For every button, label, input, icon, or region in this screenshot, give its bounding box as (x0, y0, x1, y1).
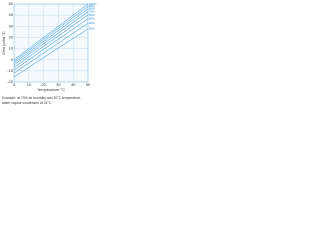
y-tick-label: 30 (9, 23, 14, 28)
y-tick-label: 0 (11, 57, 14, 62)
series-line (13, 6, 89, 62)
y-tick-label: -10 (7, 68, 14, 73)
series-line (13, 8, 89, 64)
series-label: 30% (89, 27, 95, 31)
y-tick-label: 40 (9, 12, 14, 17)
series-label: 80% (89, 7, 95, 11)
y-tick-label: 10 (9, 46, 14, 51)
x-tick-label: 50 (86, 82, 91, 87)
series-label: 100% (89, 2, 97, 6)
series-label: 50% (89, 17, 95, 21)
x-tick-label: 30 (56, 82, 61, 87)
series-line (13, 14, 89, 68)
series-label: 60% (89, 13, 95, 17)
series-label: 90% (89, 4, 95, 8)
y-tick-label: -20 (7, 79, 14, 84)
caption-line: water vapour condenses at 24°C (2, 101, 52, 105)
series-line (13, 3, 89, 60)
x-tick-label: 10 (27, 82, 32, 87)
series-line (13, 18, 89, 71)
plot-area (13, 3, 89, 83)
x-tick-label: 0 (13, 82, 16, 87)
x-axis-label: Temperature °C (37, 87, 65, 92)
x-tick-label: 20 (41, 82, 46, 87)
series-line (13, 28, 89, 78)
caption-line: Example: at 70% air humidity and 30°C te… (2, 96, 81, 100)
x-tick-label: 40 (71, 82, 76, 87)
series-line (13, 23, 89, 74)
chart: Dew point °C Temperature °C Example: at … (0, 0, 100, 111)
series-line (13, 11, 89, 66)
y-tick-label: 20 (9, 34, 14, 39)
series-label: 40% (89, 21, 95, 25)
y-axis-label: Dew point °C (1, 31, 6, 54)
y-tick-label: 50 (9, 1, 14, 6)
series-label: 70% (89, 10, 95, 14)
